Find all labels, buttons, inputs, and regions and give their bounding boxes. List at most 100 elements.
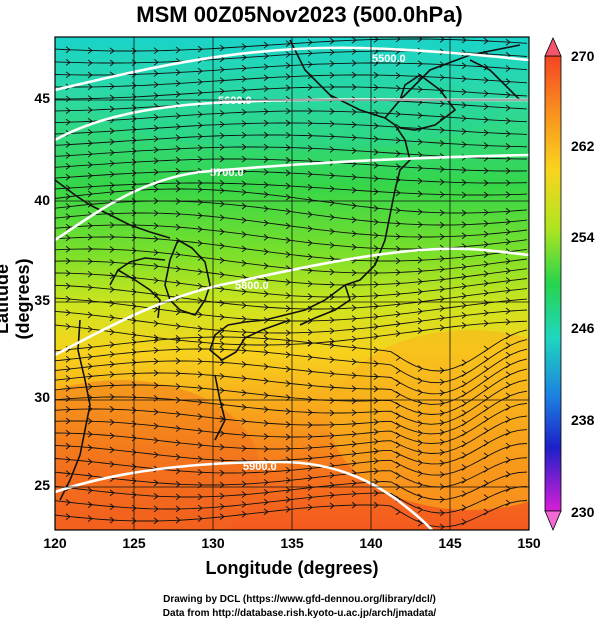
wind-arrowhead bbox=[153, 146, 159, 154]
wind-arrowhead bbox=[483, 230, 489, 238]
wind-arrowhead bbox=[439, 285, 445, 293]
wind-arrowhead bbox=[285, 329, 291, 337]
wind-arrowhead bbox=[87, 47, 93, 54]
wind-arrowhead bbox=[175, 179, 181, 187]
wind-arrowhead bbox=[417, 470, 423, 477]
wind-arrowhead bbox=[439, 429, 445, 436]
wind-arrowhead bbox=[197, 468, 203, 476]
wind-arrowhead bbox=[461, 101, 467, 109]
wind-arrowhead bbox=[439, 113, 445, 121]
wind-arrowhead bbox=[285, 421, 291, 428]
credit-data: Data from http://database.rish.kyoto-u.a… bbox=[162, 608, 437, 619]
wind-arrowhead bbox=[175, 112, 181, 120]
wind-arrowhead bbox=[109, 59, 115, 67]
wind-arrowhead bbox=[329, 107, 335, 115]
colorbar-tick: 270 bbox=[571, 48, 595, 64]
wind-arrowhead bbox=[285, 445, 291, 453]
wind-arrowhead bbox=[197, 455, 203, 463]
wind-arrowhead bbox=[109, 259, 115, 266]
wind-arrowhead bbox=[285, 380, 291, 387]
wind-arrowhead bbox=[483, 385, 489, 392]
wind-arrowhead bbox=[351, 147, 357, 155]
wind-arrowhead bbox=[219, 313, 225, 321]
wind-arrowhead bbox=[505, 318, 511, 326]
wind-arrowhead bbox=[285, 407, 291, 415]
wind-arrowhead bbox=[109, 188, 115, 196]
wind-arrowhead bbox=[461, 166, 467, 174]
wind-arrowhead bbox=[395, 320, 401, 328]
wind-arrowhead bbox=[461, 141, 467, 148]
wind-arrowhead bbox=[109, 460, 115, 468]
wind-arrowhead bbox=[351, 358, 357, 366]
wind-arrowhead bbox=[87, 59, 93, 67]
wind-arrowhead bbox=[329, 316, 335, 324]
wind-arrowhead bbox=[483, 220, 489, 227]
wind-arrowhead bbox=[131, 158, 137, 166]
wind-arrowhead bbox=[263, 445, 269, 453]
wind-arrowhead bbox=[263, 489, 269, 496]
wind-arrowhead bbox=[483, 191, 489, 199]
wind-arrowhead bbox=[329, 421, 335, 429]
wind-arrowhead bbox=[351, 344, 357, 352]
wind-arrowhead bbox=[417, 317, 423, 325]
wind-arrowhead bbox=[329, 185, 335, 193]
wind-arrowhead bbox=[483, 405, 489, 412]
wind-arrowhead bbox=[505, 267, 511, 275]
wind-arrowhead bbox=[373, 313, 379, 320]
wind-arrowhead bbox=[263, 349, 269, 356]
wind-arrowhead bbox=[307, 225, 313, 233]
wind-arrowhead bbox=[263, 41, 269, 49]
wind-arrowhead bbox=[483, 270, 489, 278]
wind-arrowhead bbox=[395, 189, 401, 197]
wind-arrowhead bbox=[241, 510, 247, 518]
wind-arrowhead bbox=[373, 302, 379, 310]
wind-arrowhead bbox=[219, 299, 225, 307]
wind-arrowhead bbox=[219, 333, 225, 341]
wind-arrowhead bbox=[153, 381, 159, 389]
wind-arrowhead bbox=[153, 70, 159, 77]
wind-arrowhead bbox=[307, 339, 313, 347]
wind-arrowhead bbox=[373, 397, 379, 404]
wind-arrowhead bbox=[65, 71, 71, 79]
wind-arrowhead bbox=[417, 267, 423, 275]
wind-arrowhead bbox=[307, 239, 313, 247]
wind-arrowhead bbox=[153, 408, 159, 416]
wind-arrowhead bbox=[131, 331, 137, 339]
wind-arrowhead bbox=[483, 280, 489, 287]
wind-arrowhead bbox=[439, 449, 445, 456]
wind-arrowhead bbox=[351, 293, 357, 301]
wind-arrowhead bbox=[153, 437, 159, 444]
wind-arrowhead bbox=[351, 450, 357, 458]
wind-arrowhead bbox=[439, 191, 445, 198]
wind-arrowhead bbox=[373, 373, 379, 381]
wind-arrowhead bbox=[483, 103, 489, 111]
wind-arrowhead bbox=[197, 371, 203, 378]
wind-arrowhead bbox=[461, 464, 467, 471]
wind-arrowhead bbox=[461, 209, 467, 217]
wind-arrowhead bbox=[219, 179, 225, 187]
wind-arrowhead bbox=[219, 469, 225, 477]
wind-arrowhead bbox=[307, 474, 313, 482]
wind-arrowhead bbox=[461, 400, 467, 407]
wind-arrowhead bbox=[417, 365, 423, 372]
wind-arrowhead bbox=[87, 71, 93, 79]
wind-arrowhead bbox=[395, 257, 401, 265]
wind-arrowhead bbox=[505, 38, 511, 46]
wind-arrowhead bbox=[351, 304, 357, 312]
wind-arrowhead bbox=[461, 321, 467, 329]
wind-arrowhead bbox=[263, 341, 269, 349]
wind-arrowhead bbox=[65, 355, 71, 363]
wind-arrowhead bbox=[373, 418, 379, 426]
wind-arrowhead bbox=[219, 256, 225, 264]
wind-arrowhead bbox=[505, 167, 511, 175]
wind-arrowhead bbox=[285, 236, 291, 244]
wind-arrowhead bbox=[131, 234, 137, 242]
wind-arrowhead bbox=[483, 365, 489, 373]
wind-arrowhead bbox=[351, 409, 357, 417]
wind-arrowhead bbox=[307, 409, 313, 416]
wind-arrowhead bbox=[197, 89, 203, 97]
wind-arrowhead bbox=[109, 314, 115, 322]
wind-arrowhead bbox=[285, 208, 291, 215]
wind-arrowhead bbox=[131, 209, 137, 217]
wind-arrowhead bbox=[505, 130, 511, 138]
